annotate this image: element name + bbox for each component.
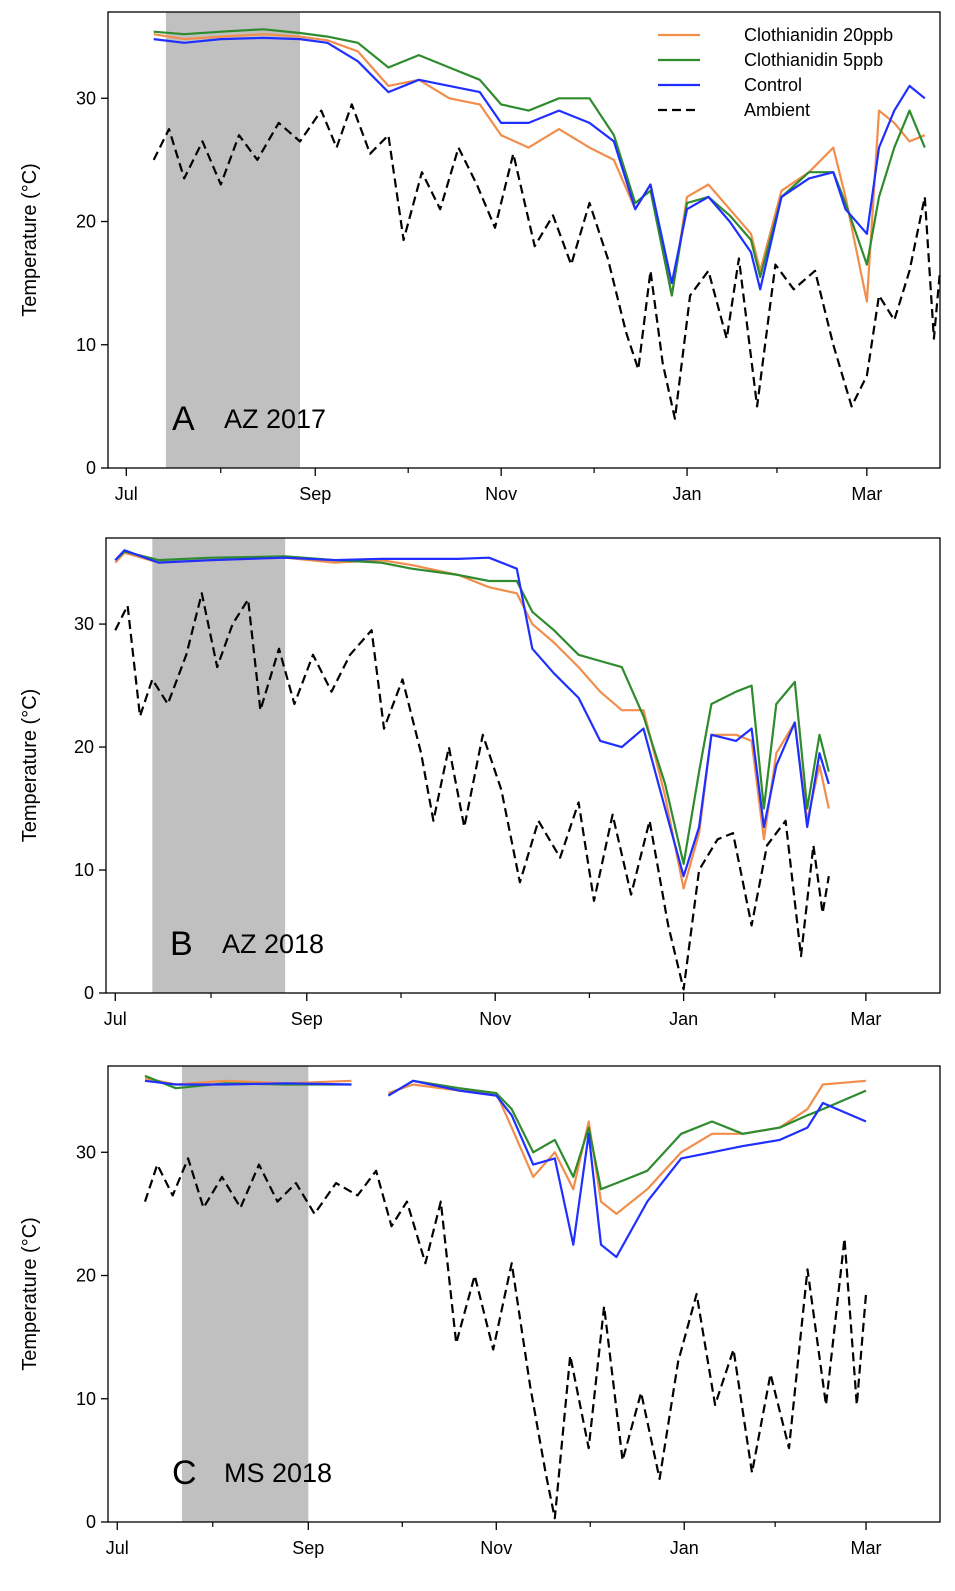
x-tick-label: Nov (479, 1009, 511, 1029)
panel-label: AZ 2017 (224, 404, 326, 434)
y-tick-label: 30 (76, 1142, 96, 1162)
legend: Clothianidin 20ppb Clothianidin 5ppb Contr… (658, 25, 893, 120)
x-tick-label: Mar (851, 484, 882, 504)
x-tick-label: Sep (291, 1009, 323, 1029)
y-tick-label: 20 (76, 212, 96, 232)
panel-letter: A (172, 400, 195, 438)
y-axis-title: Temperature (°C) (19, 689, 41, 843)
shaded-region (181, 1066, 309, 1522)
legend-entry: Control (744, 75, 802, 95)
panel-label: MS 2018 (224, 1458, 332, 1488)
x-tick-label: Jan (673, 484, 702, 504)
y-tick-label: 10 (76, 1389, 96, 1409)
shaded-region (165, 12, 300, 468)
series-line-clothianidin-5ppb (153, 28, 926, 297)
y-tick-label: 10 (74, 860, 94, 880)
y-tick-label: 0 (86, 458, 96, 478)
y-axis-title: Temperature (°C) (19, 1217, 41, 1371)
legend-entry: Ambient (744, 100, 810, 120)
panel-letter: C (172, 1454, 197, 1492)
y-tick-label: 30 (76, 88, 96, 108)
legend-entry: Clothianidin 5ppb (744, 50, 883, 70)
plot-frame (105, 537, 941, 994)
series-line-ambient (114, 592, 830, 991)
plot-frame (107, 1065, 941, 1523)
x-tick-label: Mar (850, 1009, 881, 1029)
x-tick-label: Sep (299, 484, 331, 504)
x-tick-label: Jan (670, 1538, 699, 1558)
panel-label: AZ 2018 (222, 929, 324, 959)
x-tick-label: Jul (106, 1538, 129, 1558)
x-tick-label: Sep (292, 1538, 324, 1558)
y-tick-label: 0 (86, 1512, 96, 1532)
chart-panel-b: 0 10 20 30 Jul Sep Nov Jan Mar Temperature (°C) B A… (19, 537, 941, 1029)
x-tick-label: Jul (115, 484, 138, 504)
x-tick-label: Jan (669, 1009, 698, 1029)
legend-entry: Clothianidin 20ppb (744, 25, 893, 45)
x-tick-label: Jul (104, 1009, 127, 1029)
y-tick-label: 20 (76, 1266, 96, 1286)
chart-panel-c: 0 10 20 30 Jul Sep Nov Jan Mar Temperature (°C) C M… (19, 1065, 941, 1558)
series-line-ambient (143, 1157, 868, 1520)
series-line-control (153, 36, 926, 291)
series-line-ambient (152, 103, 942, 420)
x-tick-label: Nov (480, 1538, 512, 1558)
series-line-control (114, 549, 830, 878)
y-tick-label: 0 (84, 983, 94, 1003)
y-axis-title: Temperature (°C) (19, 163, 41, 317)
shaded-region (152, 538, 286, 993)
series-line-control (144, 1079, 867, 1259)
x-tick-label: Nov (485, 484, 517, 504)
panel-letter: B (170, 925, 193, 963)
y-tick-label: 30 (74, 614, 94, 634)
y-tick-label: 10 (76, 335, 96, 355)
y-tick-label: 20 (74, 737, 94, 757)
plot-frame (107, 11, 941, 469)
x-tick-label: Mar (851, 1538, 882, 1558)
